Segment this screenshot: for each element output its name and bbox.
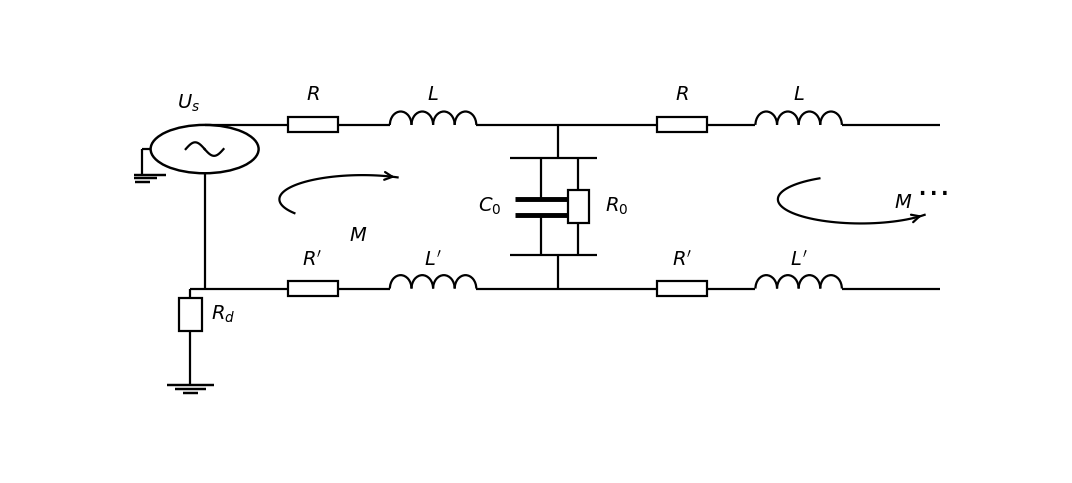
Text: $R$: $R$ <box>675 86 689 104</box>
Text: $U_s$: $U_s$ <box>177 92 200 114</box>
Bar <box>287 117 338 132</box>
Text: $R_0$: $R_0$ <box>605 196 628 217</box>
Bar <box>568 190 590 224</box>
Text: $L$: $L$ <box>793 86 804 104</box>
Bar <box>179 298 203 331</box>
Text: $\cdots$: $\cdots$ <box>915 176 948 208</box>
Text: $M$: $M$ <box>894 194 912 212</box>
Bar <box>287 281 338 296</box>
Text: $R$: $R$ <box>306 86 319 104</box>
Text: $L$: $L$ <box>428 86 438 104</box>
Text: $R'$: $R'$ <box>672 250 693 270</box>
Text: $M$: $M$ <box>349 227 368 245</box>
Bar <box>657 281 708 296</box>
Text: $R_d$: $R_d$ <box>211 304 236 325</box>
Text: $R'$: $R'$ <box>302 250 323 270</box>
Bar <box>657 117 708 132</box>
Text: $C_0$: $C_0$ <box>478 196 502 217</box>
Text: $L'$: $L'$ <box>425 250 442 270</box>
Text: $L'$: $L'$ <box>790 250 807 270</box>
